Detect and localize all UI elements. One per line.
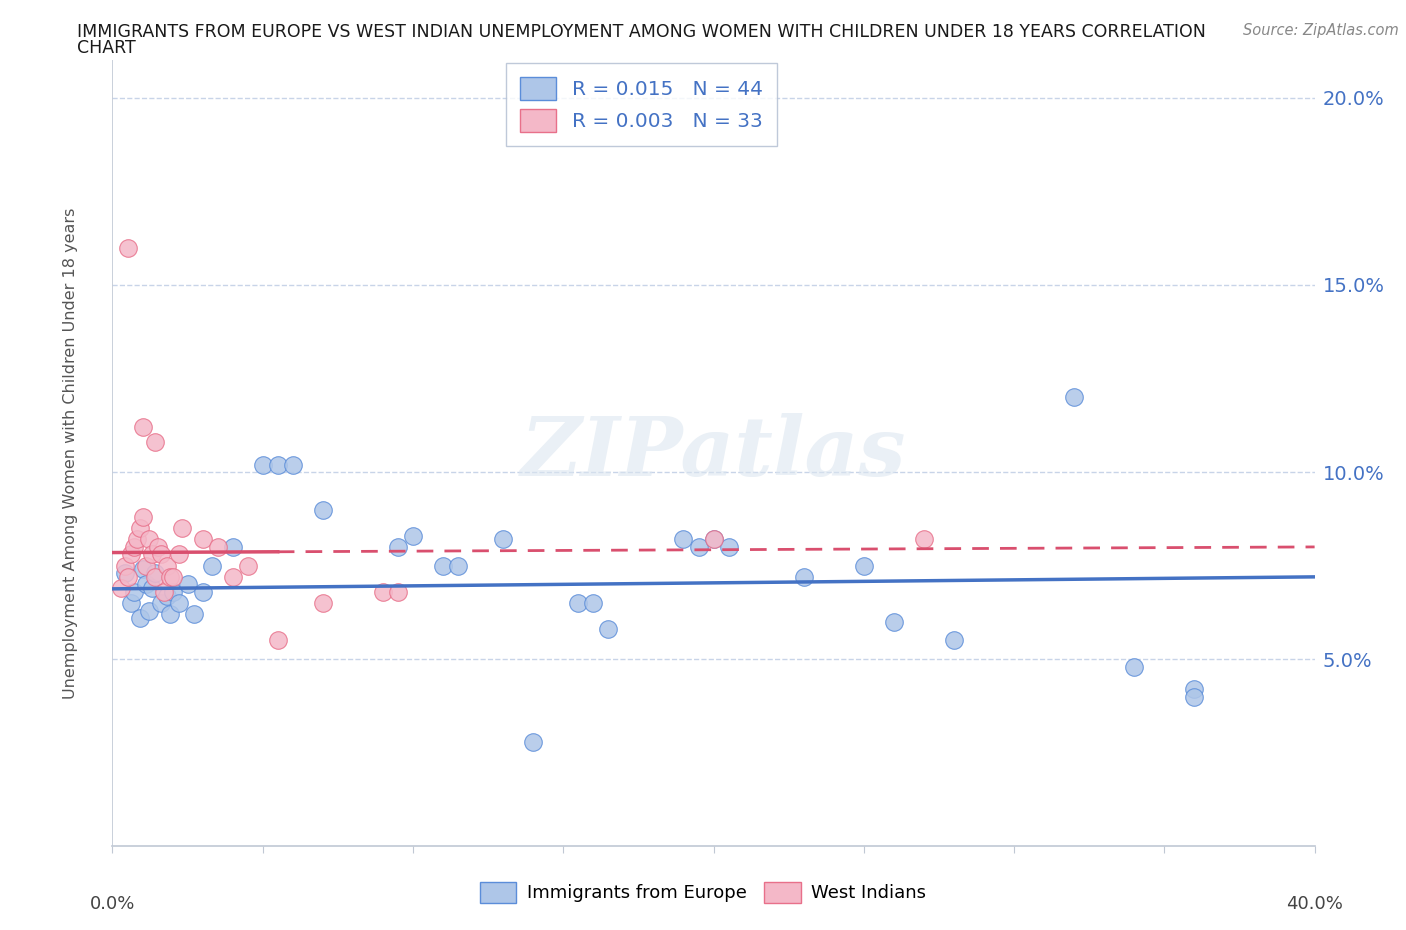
Point (167, 595, 190, 610)
Text: Source: ZipAtlas.com: Source: ZipAtlas.com (1243, 23, 1399, 38)
Point (447, 558, 470, 573)
Point (128, 521, 150, 536)
Point (138, 604, 160, 618)
Point (567, 595, 589, 610)
Text: CHART: CHART (77, 39, 136, 57)
Point (122, 539, 145, 554)
Point (149, 547, 172, 562)
Point (281, 458, 304, 472)
Point (162, 569, 184, 584)
Point (312, 595, 335, 610)
Point (492, 532, 515, 547)
Text: 0.0%: 0.0% (90, 895, 135, 913)
Legend: Immigrants from Europe, West Indians: Immigrants from Europe, West Indians (471, 872, 935, 911)
Point (120, 547, 142, 562)
Point (598, 622, 620, 637)
Point (201, 558, 224, 573)
Text: ZIPatlas: ZIPatlas (520, 413, 907, 494)
Point (582, 595, 605, 610)
Point (114, 565, 136, 580)
Point (141, 547, 163, 562)
Point (120, 595, 142, 610)
Point (138, 532, 160, 547)
Point (312, 502, 335, 517)
Point (131, 562, 153, 577)
Point (131, 510, 153, 525)
Point (672, 532, 695, 547)
Point (143, 569, 166, 584)
Point (131, 419, 153, 434)
Point (1123, 659, 1146, 674)
Point (152, 584, 174, 599)
Point (170, 521, 193, 536)
Point (159, 607, 181, 622)
Point (110, 580, 132, 595)
Point (371, 584, 394, 599)
Point (267, 458, 290, 472)
Point (432, 558, 454, 573)
Point (793, 569, 815, 584)
Text: Unemployment Among Women with Children Under 18 years: Unemployment Among Women with Children U… (63, 207, 77, 699)
Text: IMMIGRANTS FROM EUROPE VS WEST INDIAN UNEMPLOYMENT AMONG WOMEN WITH CHILDREN UND: IMMIGRANTS FROM EUROPE VS WEST INDIAN UN… (77, 23, 1206, 41)
Point (267, 633, 290, 648)
Point (387, 539, 409, 554)
Point (167, 547, 190, 562)
Point (703, 532, 725, 547)
Point (146, 539, 169, 554)
Point (162, 584, 184, 599)
Point (222, 569, 245, 584)
Point (143, 434, 166, 449)
Point (717, 539, 740, 554)
Point (883, 615, 905, 630)
Point (1184, 689, 1206, 704)
Point (1063, 390, 1085, 405)
Point (688, 539, 710, 554)
Point (117, 569, 139, 584)
Point (912, 532, 935, 547)
Point (252, 458, 274, 472)
Point (222, 539, 245, 554)
Point (852, 558, 875, 573)
Point (207, 539, 229, 554)
Legend: R = 0.015   N = 44, R = 0.003   N = 33: R = 0.015 N = 44, R = 0.003 N = 33 (506, 62, 778, 146)
Point (176, 577, 198, 591)
Point (236, 558, 259, 573)
Point (149, 595, 172, 610)
Text: 40.0%: 40.0% (1286, 895, 1343, 913)
Point (135, 577, 157, 591)
Point (135, 558, 157, 573)
Point (387, 584, 409, 599)
Point (522, 734, 544, 749)
Point (155, 558, 177, 573)
Point (141, 580, 163, 595)
Point (191, 584, 214, 599)
Point (191, 532, 214, 547)
Point (159, 569, 181, 584)
Point (402, 528, 425, 543)
Point (117, 240, 139, 255)
Point (128, 611, 150, 626)
Point (122, 584, 145, 599)
Point (703, 532, 725, 547)
Point (143, 565, 166, 580)
Point (155, 588, 177, 603)
Point (1184, 682, 1206, 697)
Point (114, 558, 136, 573)
Point (125, 532, 148, 547)
Point (183, 607, 205, 622)
Point (943, 633, 966, 648)
